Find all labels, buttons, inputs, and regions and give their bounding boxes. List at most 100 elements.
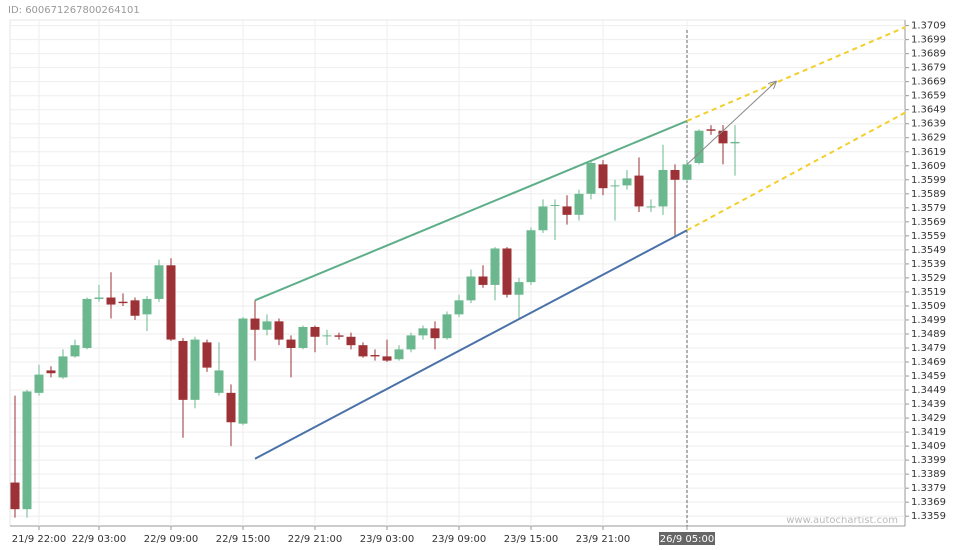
- y-tick-label: 1.3379: [911, 483, 946, 494]
- candle-body: [478, 276, 488, 285]
- candle-body: [94, 297, 104, 299]
- y-tick-label: 1.3709: [911, 21, 946, 32]
- x-tick-label: 23/9 09:00: [432, 534, 486, 545]
- y-tick-label: 1.3619: [911, 147, 946, 158]
- candle-body: [142, 298, 152, 315]
- candle-body: [694, 130, 704, 163]
- candle-body: [502, 248, 512, 295]
- trend-line: [686, 26, 906, 122]
- y-tick-label: 1.3689: [911, 49, 946, 60]
- y-tick-label: 1.3659: [911, 91, 946, 102]
- candle-body: [238, 318, 248, 424]
- candle-body: [634, 175, 644, 207]
- candle-body: [34, 374, 44, 393]
- trend-line: [254, 119, 688, 302]
- y-tick-label: 1.3579: [911, 203, 946, 214]
- candle-body: [22, 391, 32, 510]
- candle-body: [466, 276, 476, 301]
- candle-body: [58, 356, 68, 378]
- candle-body: [562, 206, 572, 215]
- y-tick-label: 1.3449: [911, 385, 946, 396]
- candle-body: [70, 345, 80, 357]
- candle-body: [130, 300, 140, 316]
- candle-body: [442, 314, 452, 339]
- candle-body: [322, 335, 332, 337]
- candle-body: [622, 178, 632, 186]
- y-tick-label: 1.3529: [911, 273, 946, 284]
- y-tick-label: 1.3419: [911, 427, 946, 438]
- y-tick-label: 1.3489: [911, 329, 946, 340]
- y-tick-label: 1.3439: [911, 399, 946, 410]
- x-tick-label: 26/9 05:00: [660, 534, 714, 545]
- candle-body: [646, 206, 656, 208]
- candle-body: [118, 301, 128, 304]
- trend-line: [686, 111, 906, 232]
- chart-id: ID: 600671267800264101: [8, 5, 140, 16]
- candle-body: [334, 335, 344, 337]
- candle-body: [190, 339, 200, 400]
- candle-body: [382, 356, 392, 361]
- candle-body: [46, 370, 56, 374]
- watermark: www.autochartist.com: [786, 515, 898, 526]
- y-tick-label: 1.3649: [911, 105, 946, 116]
- candle-body: [154, 265, 164, 299]
- y-tick-label: 1.3389: [911, 469, 946, 480]
- trend-line: [254, 229, 688, 460]
- candle-body: [670, 169, 680, 180]
- candle-body: [346, 336, 356, 346]
- candle-body: [262, 321, 272, 330]
- candle-body: [370, 354, 380, 357]
- candle-body: [394, 349, 404, 360]
- x-tick-label: 22/9 09:00: [144, 534, 198, 545]
- candle-body: [226, 392, 236, 423]
- y-tick-label: 1.3479: [911, 343, 946, 354]
- candle-body: [430, 328, 440, 339]
- y-tick-label: 1.3669: [911, 77, 946, 88]
- candle-body: [274, 321, 284, 340]
- y-tick-label: 1.3569: [911, 217, 946, 228]
- candle-body: [586, 162, 596, 194]
- y-tick-label: 1.3409: [911, 441, 946, 452]
- candle-body: [202, 342, 212, 368]
- candle-body: [490, 248, 500, 285]
- candle-body: [10, 482, 20, 510]
- y-tick-label: 1.3429: [911, 413, 946, 424]
- y-tick-label: 1.3549: [911, 245, 946, 256]
- trend-line: [686, 82, 776, 165]
- candle-body: [286, 339, 296, 348]
- candle-body: [730, 141, 740, 144]
- candle-body: [298, 326, 308, 348]
- y-tick-label: 1.3539: [911, 259, 946, 270]
- candle-body: [310, 326, 320, 337]
- y-tick-label: 1.3599: [911, 175, 946, 186]
- y-tick-label: 1.3519: [911, 287, 946, 298]
- y-tick-label: 1.3699: [911, 35, 946, 46]
- candle-body: [418, 328, 428, 336]
- y-tick-label: 1.3629: [911, 133, 946, 144]
- candle-body: [682, 164, 692, 180]
- current-time-box: [659, 532, 715, 545]
- candle-body: [706, 129, 716, 131]
- x-tick-label: 22/9 03:00: [72, 534, 126, 545]
- y-tick-label: 1.3469: [911, 357, 946, 368]
- candle-body: [538, 206, 548, 231]
- x-tick-label: 22/9 15:00: [216, 534, 270, 545]
- y-tick-label: 1.3609: [911, 161, 946, 172]
- candle-body: [658, 169, 668, 207]
- y-tick-label: 1.3509: [911, 301, 946, 312]
- candle-body: [574, 193, 584, 215]
- y-tick-label: 1.3369: [911, 497, 946, 508]
- y-tick-label: 1.3399: [911, 455, 946, 466]
- candle-body: [82, 298, 92, 348]
- y-tick-label: 1.3589: [911, 189, 946, 200]
- candle-body: [550, 205, 560, 207]
- x-tick-label: 23/9 21:00: [576, 534, 630, 545]
- candle-body: [406, 335, 416, 350]
- candle-body: [178, 340, 188, 400]
- x-tick-label: 23/9 03:00: [360, 534, 414, 545]
- y-tick-label: 1.3559: [911, 231, 946, 242]
- candle-body: [250, 318, 260, 330]
- x-tick-label: 22/9 21:00: [288, 534, 342, 545]
